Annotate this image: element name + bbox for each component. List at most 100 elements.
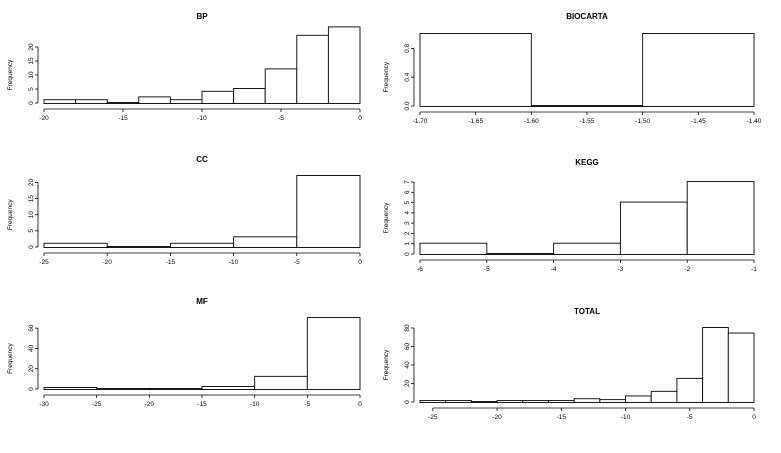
histogram-bar xyxy=(148,388,203,390)
histogram-bar xyxy=(169,242,235,248)
panel-title: MF xyxy=(196,297,208,306)
histogram-panel-2: CC -25 -20 -15 -10 -5 0 0 5 10 15 20 Frequency xyxy=(7,155,362,266)
x-tick-label: 0 xyxy=(752,414,756,421)
histogram-bar xyxy=(233,88,266,104)
y-tick-label: 0 xyxy=(28,101,35,105)
x-tick-label: 0 xyxy=(358,401,362,408)
x-tick-label: -1.40 xyxy=(747,118,762,125)
x-tick-label: -4 xyxy=(551,266,557,273)
y-tick-label: 20 xyxy=(404,380,411,388)
histogram-bar xyxy=(201,386,256,390)
histogram-bar xyxy=(642,33,755,107)
y-axis-label: Frequency xyxy=(7,342,14,373)
x-tick-label: -1.55 xyxy=(580,118,595,125)
histogram-panel-1: BIOCARTA -1.70 -1.65 -1.60 -1.55 -1.50 -1.45 -1… xyxy=(383,12,762,125)
x-tick-label: -5 xyxy=(687,414,693,421)
y-tick-label: 40 xyxy=(28,344,35,352)
histogram-panel-0: BP -20 -15 -10 -5 0 0 5 10 15 20 Frequency xyxy=(7,12,362,122)
y-tick-label: 20 xyxy=(28,178,35,186)
x-tick-label: -10 xyxy=(250,401,260,408)
y-tick-label: 60 xyxy=(28,324,35,332)
y-tick-label: 5 xyxy=(28,229,35,233)
y-axis-label: Frequency xyxy=(383,61,390,92)
x-tick-label: -10 xyxy=(197,115,207,122)
y-tick-label: 10 xyxy=(28,211,35,219)
histogram-bar xyxy=(727,332,755,403)
y-tick-label: 3 xyxy=(404,221,411,225)
x-tick-label: -20 xyxy=(492,414,502,421)
histogram-bar xyxy=(306,317,361,390)
y-tick-label: 60 xyxy=(404,343,411,351)
x-tick-label: -20 xyxy=(145,401,155,408)
x-tick-label: -1.45 xyxy=(691,118,706,125)
x-tick-label: -20 xyxy=(39,115,49,122)
x-tick-label: -15 xyxy=(166,259,176,266)
histogram-bar xyxy=(619,201,688,255)
panel-title: BP xyxy=(196,12,208,21)
histogram-bar xyxy=(254,375,308,390)
histogram-bar xyxy=(296,34,329,104)
y-tick-label: 7 xyxy=(404,180,411,184)
y-tick-label: 10 xyxy=(28,71,35,79)
y-tick-label: 20 xyxy=(28,365,35,373)
y-tick-label: 0 xyxy=(28,245,35,249)
y-tick-label: 5 xyxy=(404,200,411,204)
x-tick-label: -20 xyxy=(102,259,112,266)
y-tick-label: 0 xyxy=(404,252,411,256)
histogram-bar xyxy=(599,399,626,403)
histogram-panel-4: MF -30 -25 -20 -15 -10 -5 0 0 20 40 60 Frequency xyxy=(7,297,362,408)
histogram-bar xyxy=(419,33,532,107)
x-tick-label: 0 xyxy=(358,259,362,266)
x-tick-label: -15 xyxy=(118,115,128,122)
x-tick-label: -10 xyxy=(621,414,631,421)
histogram-bar xyxy=(522,400,549,403)
histogram-bar xyxy=(419,400,447,403)
x-tick-label: -5 xyxy=(294,259,300,266)
y-axis-label: Frequency xyxy=(383,349,390,380)
y-tick-label: 40 xyxy=(404,361,411,369)
histogram-bar xyxy=(650,390,678,403)
y-axis-label: Frequency xyxy=(383,202,390,233)
histogram-bar xyxy=(702,327,729,403)
histogram-bar xyxy=(327,26,361,104)
histogram-bar xyxy=(43,242,108,248)
histogram-bar xyxy=(169,99,203,104)
histogram-bar xyxy=(445,400,472,403)
y-tick-label: 4 xyxy=(404,211,411,215)
x-tick-label: -10 xyxy=(229,259,239,266)
x-tick-label: -25 xyxy=(428,414,438,421)
y-tick-label: 0.8 xyxy=(404,44,411,53)
histogram-bar xyxy=(470,401,498,403)
y-tick-label: 0 xyxy=(404,400,411,404)
y-tick-label: 6 xyxy=(404,190,411,194)
y-axis-label: Frequency xyxy=(7,59,14,90)
x-tick-label: -15 xyxy=(557,414,567,421)
x-tick-label: -3 xyxy=(618,266,624,273)
histogram-bar xyxy=(686,181,755,255)
histogram-bar xyxy=(106,102,140,104)
x-tick-label: -30 xyxy=(39,401,49,408)
histogram-bar xyxy=(233,236,298,248)
histogram-bar xyxy=(486,253,555,255)
histogram-panel-5: TOTAL -25 -20 -15 -10 -5 0 0 20 40 60 80 Frequency xyxy=(383,307,756,421)
histogram-bar xyxy=(296,175,361,248)
y-tick-label: 1 xyxy=(404,242,411,246)
histogram-bar xyxy=(676,377,704,403)
x-tick-label: -25 xyxy=(39,259,49,266)
x-tick-label: -25 xyxy=(92,401,102,408)
histogram-bar xyxy=(548,400,575,403)
histogram-bar xyxy=(201,90,235,104)
histogram-bar xyxy=(75,99,108,104)
histogram-bar xyxy=(419,242,488,255)
y-axis-label: Frequency xyxy=(7,199,14,230)
y-tick-label: 15 xyxy=(28,57,35,65)
y-tick-label: 0 xyxy=(28,387,35,391)
x-tick-label: -6 xyxy=(417,266,423,273)
histogram-bar xyxy=(530,105,644,107)
panel-title: KEGG xyxy=(575,158,599,167)
x-tick-label: 0 xyxy=(358,115,362,122)
y-tick-label: 0.0 xyxy=(404,101,411,110)
panel-title: TOTAL xyxy=(574,307,600,316)
